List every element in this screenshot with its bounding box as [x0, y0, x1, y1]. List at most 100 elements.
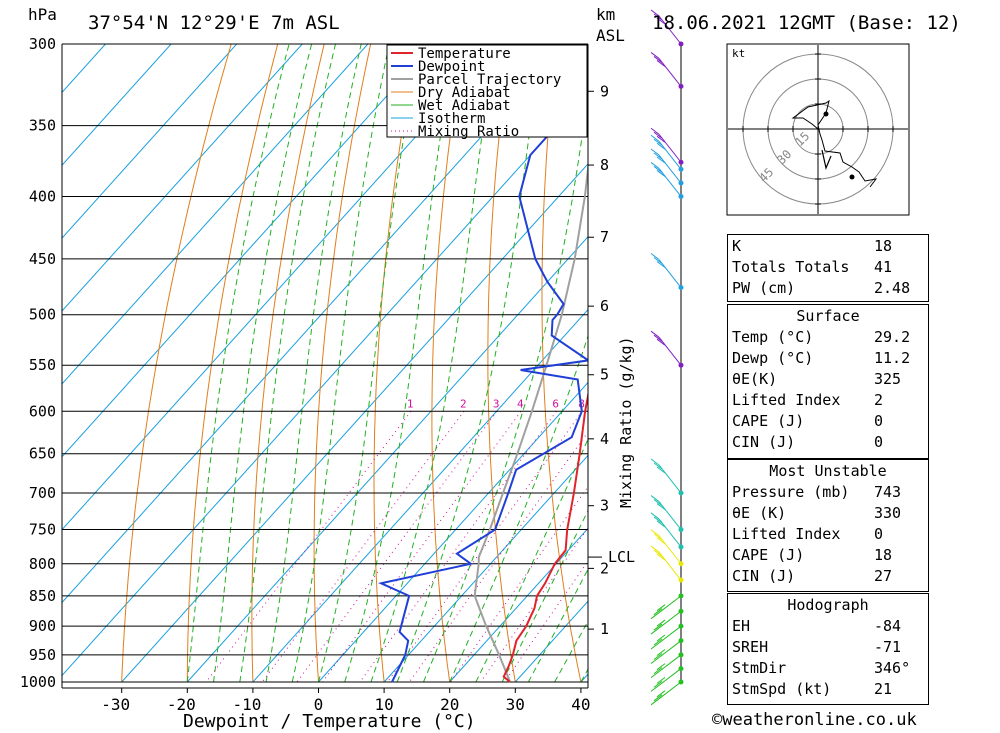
storm-motion-arrow — [821, 149, 832, 170]
dry-adiabat-line — [373, 44, 418, 683]
height-tick-label: 7 — [600, 228, 609, 246]
wet-adiabat-line — [501, 509, 588, 683]
wind-barb-flag — [656, 537, 666, 545]
pressure-tick-label: 750 — [29, 521, 56, 539]
row-value: 21 — [874, 680, 893, 698]
wind-barb-staff — [658, 551, 682, 581]
wind-barb-staff — [658, 535, 682, 565]
table-row: Lifted Index 0 — [728, 524, 928, 545]
wind-barb-flag — [650, 612, 660, 620]
wind-barb-staff — [658, 15, 682, 45]
row-value: 330 — [874, 504, 902, 522]
row-value: -84 — [874, 617, 902, 635]
profiles — [377, 104, 588, 683]
wind-barb-flag — [650, 698, 660, 706]
wind-barb-staff — [658, 595, 682, 614]
height-tick-label: 1 — [600, 620, 609, 638]
wind-barb-staff — [658, 168, 682, 197]
wind-barb-staff — [658, 625, 682, 644]
wind-barb-staff — [658, 610, 682, 629]
wind-barb-staff — [658, 518, 682, 548]
wind-barb-flag — [653, 516, 663, 524]
table-row: CIN (J) 0 — [728, 432, 928, 453]
row-value: 18 — [874, 237, 893, 255]
mixing-ratio-label: 6 — [552, 397, 559, 410]
table-row: StmDir 346° — [728, 658, 928, 679]
table-row: Temp (°C) 29.2 — [728, 327, 928, 348]
wind-barb — [650, 668, 682, 692]
hodograph-point — [823, 111, 829, 117]
wind-barb-flag — [656, 663, 666, 671]
hodograph-stats-table: EH -84 SREH -71 StmDir 346° StmSpd (kt) 21 — [728, 616, 928, 700]
table-row: Lifted Index 2 — [728, 390, 928, 411]
storm-motion-point — [849, 174, 855, 180]
height-tick-label: 6 — [600, 297, 609, 315]
legend-dry-adiabat: Dry Adiabat — [418, 85, 511, 101]
isotherm-line — [252, 308, 588, 683]
row-label: Lifted Index — [732, 525, 841, 543]
x-tick-label: 30 — [506, 695, 525, 714]
mixing-ratio-label: 10 — [599, 397, 612, 410]
x-tick-label: -30 — [101, 695, 130, 714]
row-label: Pressure (mb) — [732, 483, 850, 501]
wind-barb-flag — [656, 619, 666, 627]
isotherm-line — [62, 44, 303, 312]
wind-barb-flag — [650, 642, 660, 650]
hodograph-stats-title: Hodograph — [787, 596, 869, 614]
wet-adiabat-line — [370, 44, 496, 683]
pressure-tick-label: 800 — [29, 555, 56, 573]
wind-barb — [650, 529, 682, 565]
pressure-tick-label: 300 — [29, 35, 56, 53]
row-value: 18 — [874, 546, 893, 564]
isotherm-line — [186, 236, 588, 683]
wind-barb-flag — [653, 56, 663, 63]
wind-barb-flag — [650, 330, 660, 338]
wind-barb-staff — [658, 259, 682, 288]
km-unit-label: km — [596, 5, 615, 24]
surface-table: Temp (°C) 29.2 Dewp (°C) 11.2 θE(K) 325 Lif… — [728, 327, 928, 453]
wind-barb-staff — [658, 464, 682, 494]
wind-barb-flag — [656, 142, 666, 150]
axes: -30 -20 -10 0 10 20 30 40 1 2 3 4 5 6 7 8 9 LCL — [61, 44, 635, 714]
wind-barb-flag — [656, 634, 666, 642]
table-row: CIN (J) 27 — [728, 566, 928, 587]
row-value: 2 — [874, 391, 884, 409]
wet-adiabat-line — [449, 334, 588, 683]
row-label: SREH — [732, 638, 769, 656]
wind-barb — [650, 495, 682, 530]
legend-isotherm: Isotherm — [418, 111, 485, 127]
wind-barb-flag — [650, 529, 660, 537]
wind-barb-flag — [650, 253, 660, 260]
row-value: -71 — [874, 638, 902, 656]
surface-box: Surface Temp (°C) 29.2 Dewp (°C) 11.2 θE(K… — [727, 304, 929, 459]
height-tick-label: 2 — [600, 559, 609, 577]
wind-barb-flag — [650, 148, 660, 156]
wind-barb-flag — [650, 671, 660, 679]
wind-barb — [650, 625, 682, 650]
wind-barb-flag — [653, 499, 663, 506]
dewpoint-line — [377, 104, 588, 683]
mixing-ratio-line — [359, 411, 557, 683]
wet-adiabat-line — [291, 44, 390, 683]
isotherm-line — [121, 163, 588, 683]
legend-temperature: Temperature — [418, 46, 511, 62]
wind-barb — [650, 610, 682, 635]
indices-top-box: K 18 Totals Totals 41 PW (cm) 2.48 — [727, 234, 929, 302]
wind-barb-flag — [650, 127, 660, 135]
wind-barb-flag — [656, 17, 666, 25]
wind-barb-flag — [653, 667, 663, 675]
wind-barb-flag — [656, 170, 666, 177]
wind-barb — [650, 127, 682, 163]
wind-barb — [650, 681, 682, 706]
wind-barb-flag — [650, 162, 660, 169]
wind-barb-flag — [653, 166, 663, 173]
wind-barb-flag — [656, 466, 666, 474]
table-row: K 18 — [728, 236, 928, 257]
wind-barb — [650, 545, 682, 581]
wet-adiabat-line — [213, 44, 313, 683]
pressure-tick-label: 400 — [29, 187, 56, 205]
wind-barb-staff — [658, 154, 682, 184]
table-row: CAPE (J) 0 — [728, 411, 928, 432]
wind-barb — [650, 253, 682, 288]
